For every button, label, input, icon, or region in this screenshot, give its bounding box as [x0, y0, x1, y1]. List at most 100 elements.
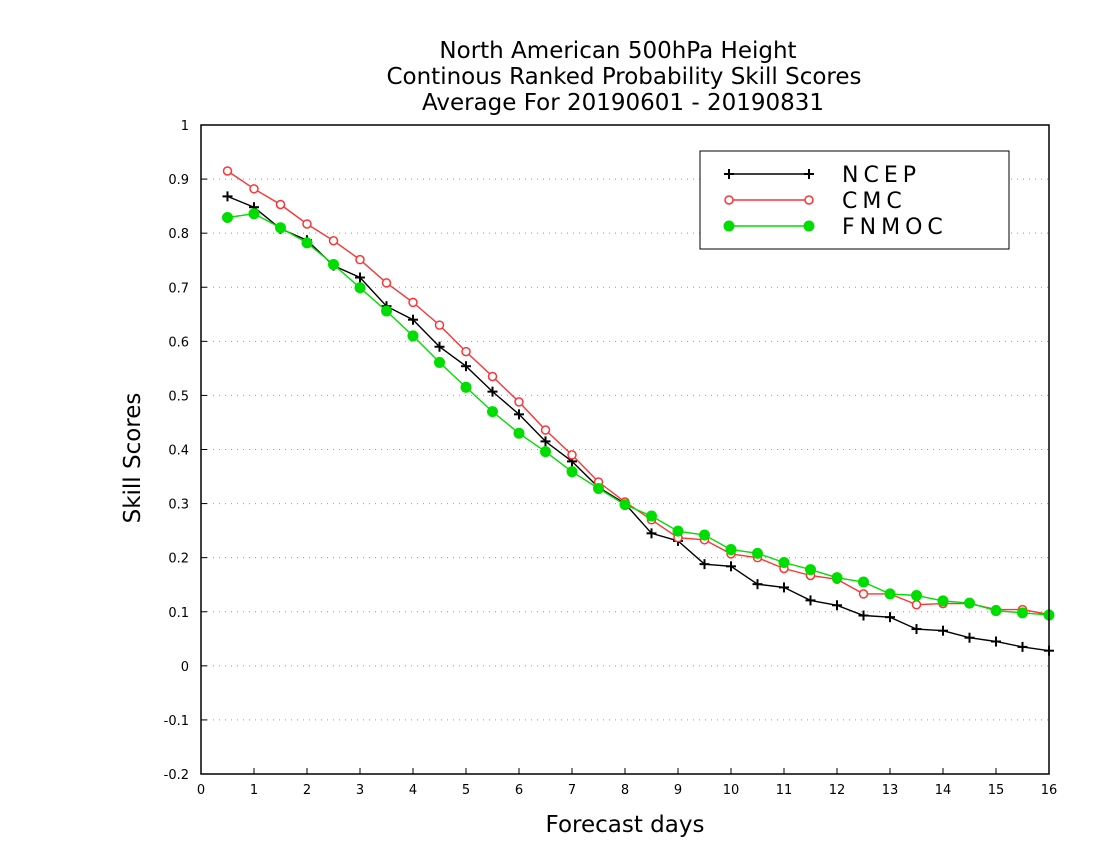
x-tick-label: 2 — [303, 783, 311, 798]
data-point-fnmoc — [646, 510, 657, 522]
data-point-fnmoc — [619, 499, 631, 511]
series-ncep — [222, 191, 1054, 656]
data-point-cmc — [858, 589, 869, 599]
x-tick-label: 7 — [568, 783, 576, 798]
x-tick-label: 5 — [462, 783, 470, 798]
y-tick-label: 0.5 — [168, 389, 189, 404]
series-line-ncep — [227, 195, 1050, 652]
data-point-ncep — [858, 610, 869, 621]
data-point-ncep — [779, 582, 789, 593]
x-tick-label: 13 — [882, 783, 899, 798]
data-point-cmc — [911, 599, 922, 610]
y-tick-label: 0.2 — [168, 552, 189, 567]
y-tick-label: 0.3 — [168, 498, 189, 513]
y-axis-label: Skill Scores — [120, 393, 146, 524]
data-point-ncep — [222, 191, 233, 202]
data-point-ncep — [938, 625, 948, 636]
x-tick-label: 9 — [674, 783, 682, 798]
data-point-fnmoc — [964, 597, 975, 609]
data-point-fnmoc — [752, 547, 763, 559]
data-point-cmc — [514, 397, 524, 407]
title-line-2: Continous Ranked Probability Skill Score… — [386, 64, 861, 90]
data-point-fnmoc — [725, 544, 737, 556]
legend-marker-fnmoc — [803, 220, 815, 232]
data-point-fnmoc — [460, 381, 472, 393]
data-point-fnmoc — [778, 557, 790, 569]
y-tick-label: 0.6 — [168, 335, 189, 350]
data-point-ncep — [355, 272, 365, 283]
legend-marker-ncep — [724, 169, 734, 179]
data-point-fnmoc — [805, 564, 816, 576]
y-tick-label: 0.7 — [168, 281, 189, 296]
y-tick-label: -0.1 — [164, 714, 189, 729]
title-line-3: Average For 20190601 - 20190831 — [422, 90, 824, 116]
data-point-fnmoc — [593, 482, 604, 494]
data-point-fnmoc — [699, 529, 710, 541]
title-line-1: North American 500hPa Height — [439, 38, 796, 64]
x-tick-label: 16 — [1041, 783, 1058, 798]
data-point-fnmoc — [1017, 607, 1028, 619]
data-point-ncep — [911, 624, 922, 635]
series-fnmoc — [222, 208, 1055, 621]
data-point-fnmoc — [381, 305, 392, 317]
y-tick-label: 1 — [181, 119, 189, 134]
data-point-cmc — [222, 166, 233, 176]
data-point-ncep — [699, 559, 710, 570]
data-point-fnmoc — [407, 330, 419, 342]
x-tick-label: 14 — [935, 783, 952, 798]
data-point-ncep — [487, 386, 498, 397]
chart-title: North American 500hPa Height Continous R… — [386, 38, 861, 116]
legend-marker-fnmoc — [723, 220, 735, 232]
data-point-ncep — [885, 612, 895, 623]
data-point-fnmoc — [990, 605, 1002, 617]
legend-marker-ncep — [804, 169, 814, 179]
axis-ticks: 0 1 2 3 4 5 6 7 8 9 10 11 12 13 14 15 16-0.2-0.100.10.20… — [164, 119, 1058, 798]
data-point-fnmoc — [937, 595, 949, 607]
legend-label-ncep: NCEP — [842, 163, 921, 188]
data-point-ncep — [514, 409, 524, 420]
legend-marker-cmc — [724, 195, 734, 205]
x-tick-label: 8 — [621, 783, 629, 798]
data-point-cmc — [328, 235, 339, 246]
x-tick-label: 15 — [988, 783, 1005, 798]
data-point-fnmoc — [858, 576, 869, 588]
data-point-cmc — [408, 297, 418, 308]
data-point-ncep — [752, 579, 763, 590]
data-point-ncep — [408, 314, 418, 325]
x-tick-label: 4 — [409, 783, 417, 798]
y-tick-label: 0.8 — [168, 227, 189, 242]
data-point-fnmoc — [911, 590, 922, 602]
x-tick-label: 1 — [250, 783, 258, 798]
data-point-fnmoc — [354, 282, 366, 294]
x-tick-label: 0 — [197, 783, 205, 798]
data-point-cmc — [434, 320, 445, 330]
data-point-fnmoc — [540, 446, 551, 458]
data-point-ncep — [646, 528, 657, 539]
data-point-cmc — [487, 371, 498, 382]
data-point-cmc — [567, 450, 577, 460]
data-point-fnmoc — [831, 572, 843, 584]
data-point-ncep — [964, 632, 975, 643]
y-tick-label: 0 — [181, 660, 189, 675]
data-point-fnmoc — [248, 208, 260, 220]
y-tick-label: 0.9 — [168, 173, 189, 188]
data-point-fnmoc — [513, 427, 525, 439]
data-point-ncep — [1017, 641, 1028, 652]
data-point-fnmoc — [672, 525, 684, 537]
data-point-ncep — [540, 436, 551, 447]
data-series — [222, 166, 1055, 656]
legend-label-fnmoc: FNMOC — [842, 215, 948, 240]
x-tick-label: 6 — [515, 783, 523, 798]
data-point-ncep — [832, 600, 842, 611]
x-tick-label: 11 — [776, 783, 793, 798]
data-point-ncep — [726, 561, 736, 572]
data-point-fnmoc — [328, 259, 339, 271]
data-point-fnmoc — [275, 222, 286, 234]
data-point-cmc — [381, 278, 392, 288]
data-point-ncep — [805, 595, 816, 606]
data-point-fnmoc — [434, 356, 445, 368]
data-point-fnmoc — [487, 406, 498, 418]
data-point-cmc — [275, 199, 286, 210]
data-point-fnmoc — [566, 466, 578, 478]
data-point-fnmoc — [222, 211, 233, 223]
